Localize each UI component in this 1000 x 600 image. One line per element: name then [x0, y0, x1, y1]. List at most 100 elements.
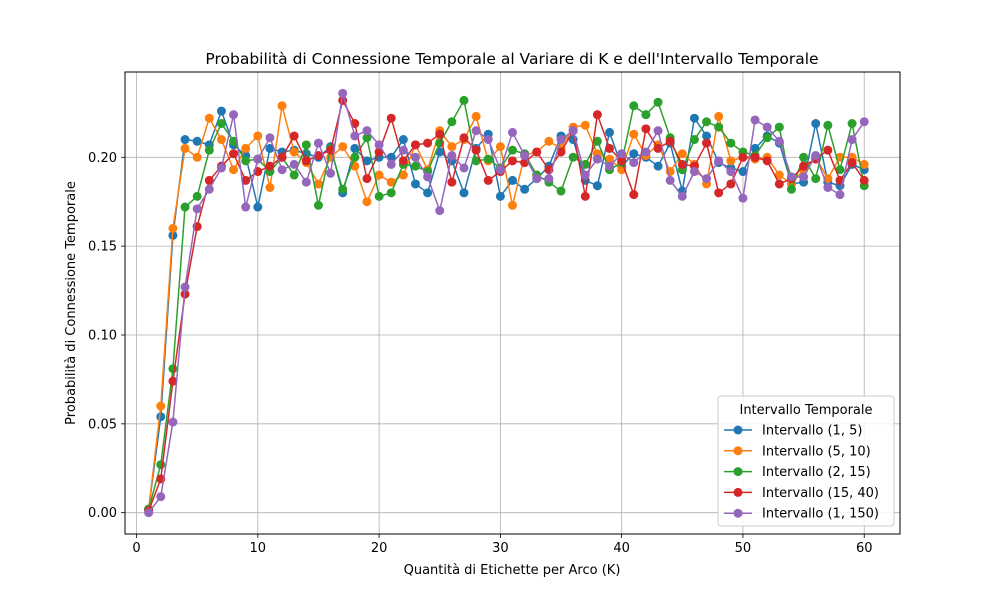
data-point: [495, 142, 505, 152]
data-point: [653, 126, 663, 136]
data-point: [508, 145, 517, 155]
data-point: [726, 179, 736, 189]
x-tick-label: 50: [735, 541, 752, 556]
data-point: [459, 95, 469, 105]
data-point: [702, 131, 712, 141]
data-point: [435, 206, 445, 216]
data-point: [241, 202, 251, 212]
data-point: [823, 120, 833, 130]
data-point: [180, 143, 190, 153]
data-point: [423, 188, 433, 198]
data-point: [374, 140, 384, 150]
data-point: [738, 152, 748, 162]
data-point: [592, 181, 602, 191]
data-point: [216, 119, 226, 129]
data-point: [799, 161, 809, 171]
y-tick-label: 0.15: [88, 240, 117, 255]
data-point: [750, 115, 760, 125]
data-point: [216, 135, 226, 145]
data-point: [289, 147, 299, 157]
data-point: [168, 364, 178, 374]
y-tick-label: 0.00: [88, 506, 117, 521]
data-point: [592, 110, 602, 120]
data-point: [350, 143, 360, 153]
data-point: [180, 202, 190, 212]
data-point: [605, 161, 615, 171]
data-point: [774, 136, 784, 146]
data-point: [799, 152, 809, 162]
data-point: [253, 131, 263, 141]
data-point: [192, 152, 202, 162]
data-point: [423, 138, 433, 148]
data-point: [520, 184, 530, 194]
legend-marker: [733, 446, 743, 456]
data-point: [750, 152, 760, 162]
data-point: [653, 97, 663, 107]
data-point: [386, 159, 396, 169]
data-point: [338, 88, 348, 98]
legend-marker: [733, 467, 743, 477]
y-tick-label: 0.10: [88, 328, 117, 343]
data-point: [617, 156, 627, 166]
y-tick-label: 0.20: [88, 151, 117, 166]
data-point: [459, 133, 469, 143]
data-point: [386, 177, 396, 187]
data-point: [544, 136, 554, 146]
data-point: [338, 142, 348, 152]
data-point: [253, 202, 263, 212]
data-point: [277, 101, 287, 111]
data-point: [738, 167, 748, 177]
data-point: [374, 170, 384, 180]
data-point: [702, 117, 712, 127]
data-point: [859, 175, 869, 185]
data-point: [568, 126, 578, 136]
data-point: [811, 119, 821, 129]
data-point: [459, 163, 469, 173]
legend-entry: Intervallo (2, 15): [724, 465, 871, 480]
legend: Intervallo Temporale Intervallo (1, 5)In…: [717, 395, 895, 527]
data-point: [823, 145, 833, 155]
data-point: [605, 127, 615, 137]
data-point: [508, 127, 517, 137]
data-point: [289, 170, 299, 180]
data-point: [265, 133, 275, 143]
data-point: [495, 191, 505, 201]
data-point: [362, 174, 372, 184]
data-point: [835, 190, 845, 200]
data-point: [204, 145, 214, 155]
data-point: [847, 135, 857, 145]
data-point: [180, 135, 190, 145]
data-point: [156, 401, 166, 411]
data-point: [471, 126, 481, 136]
data-point: [532, 147, 542, 157]
series-group: [144, 95, 869, 516]
data-point: [605, 154, 615, 164]
data-point: [774, 179, 784, 189]
data-point: [168, 376, 178, 386]
legend-entries: Intervallo (1, 5) Intervallo (5, 10) Inter…: [724, 424, 879, 522]
y-axis-label: Probabilità di Connessione Temporale: [64, 181, 79, 425]
data-point: [568, 152, 578, 162]
data-point: [580, 120, 590, 130]
data-point: [459, 188, 469, 198]
legend-marker: [733, 508, 743, 518]
legend-entry: Intervallo (1, 5): [724, 424, 862, 439]
data-point: [629, 149, 639, 159]
data-point: [653, 161, 663, 171]
data-point: [823, 183, 833, 192]
data-point: [508, 156, 517, 166]
data-point: [774, 122, 784, 132]
data-point: [483, 154, 493, 164]
data-point: [410, 161, 420, 171]
x-tick-label: 0: [132, 541, 140, 556]
data-point: [229, 165, 239, 175]
data-point: [641, 124, 651, 134]
data-point: [144, 508, 154, 518]
data-point: [192, 204, 202, 214]
data-point: [204, 175, 214, 185]
data-point: [168, 417, 178, 427]
data-point: [520, 151, 530, 161]
data-point: [350, 152, 360, 162]
data-point: [326, 145, 336, 155]
